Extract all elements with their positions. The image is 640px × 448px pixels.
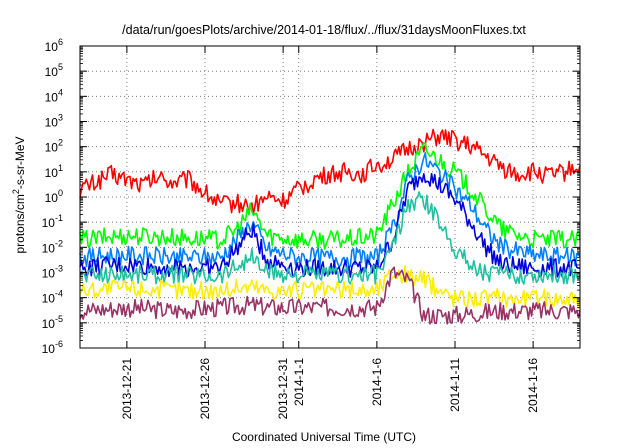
x-tick-label: 2014-1-16: [526, 358, 540, 413]
y-tick-label: 105: [45, 62, 63, 79]
x-tick-label: 2013-12-26: [198, 358, 212, 420]
y-tick-label: 10-3: [42, 264, 63, 281]
y-axis-label: protons/cm2-s-sr-MeV: [11, 136, 27, 253]
y-tick-label: 10-6: [42, 339, 63, 356]
y-tick-label: 103: [45, 113, 63, 130]
x-tick-label: 2014-1-1: [292, 358, 306, 406]
series-layer: [79, 128, 581, 325]
y-tick-label: 101: [45, 163, 63, 180]
y-axis-label-sup: 2: [11, 189, 21, 194]
y-tick-label: 10-5: [42, 314, 63, 331]
y-tick-label: 10-4: [42, 289, 63, 306]
y-tick-label: 102: [45, 138, 63, 155]
series-line: [79, 152, 581, 268]
y-tick-labels: 10-6 10-5 10-4 10-3 10-2 10-1 100 101 102 103 104 1…: [42, 37, 63, 356]
x-tick-label: 2014-1-6: [370, 358, 384, 406]
y-tick-label: 106: [45, 37, 63, 54]
x-tick-label: 2013-12-21: [120, 358, 134, 420]
x-tick-label: 2013-12-31: [276, 358, 290, 420]
y-tick-label: 10-1: [42, 213, 63, 230]
x-axis-label: Coordinated Universal Time (UTC): [232, 430, 416, 444]
y-tick-label: 100: [45, 188, 63, 205]
ticks: [80, 45, 580, 349]
y-axis-label-tail: -s-sr-MeV: [13, 136, 27, 189]
series-line: [79, 265, 581, 308]
series-line: [79, 128, 581, 216]
series-line: [79, 142, 581, 250]
chart-title: /data/run/goesPlots/archive/2014-01-18/f…: [122, 23, 526, 37]
series-line: [79, 266, 581, 325]
y-axis-label-main: protons/cm: [13, 194, 27, 253]
x-tick-labels: 2013-12-21 2013-12-26 2013-12-31 2014-1-1 20…: [120, 358, 540, 420]
y-tick-label: 104: [45, 87, 63, 104]
series-line: [79, 191, 581, 286]
y-tick-label: 10-2: [42, 238, 63, 255]
grid: [80, 46, 580, 348]
x-tick-label: 2014-1-11: [448, 358, 462, 412]
